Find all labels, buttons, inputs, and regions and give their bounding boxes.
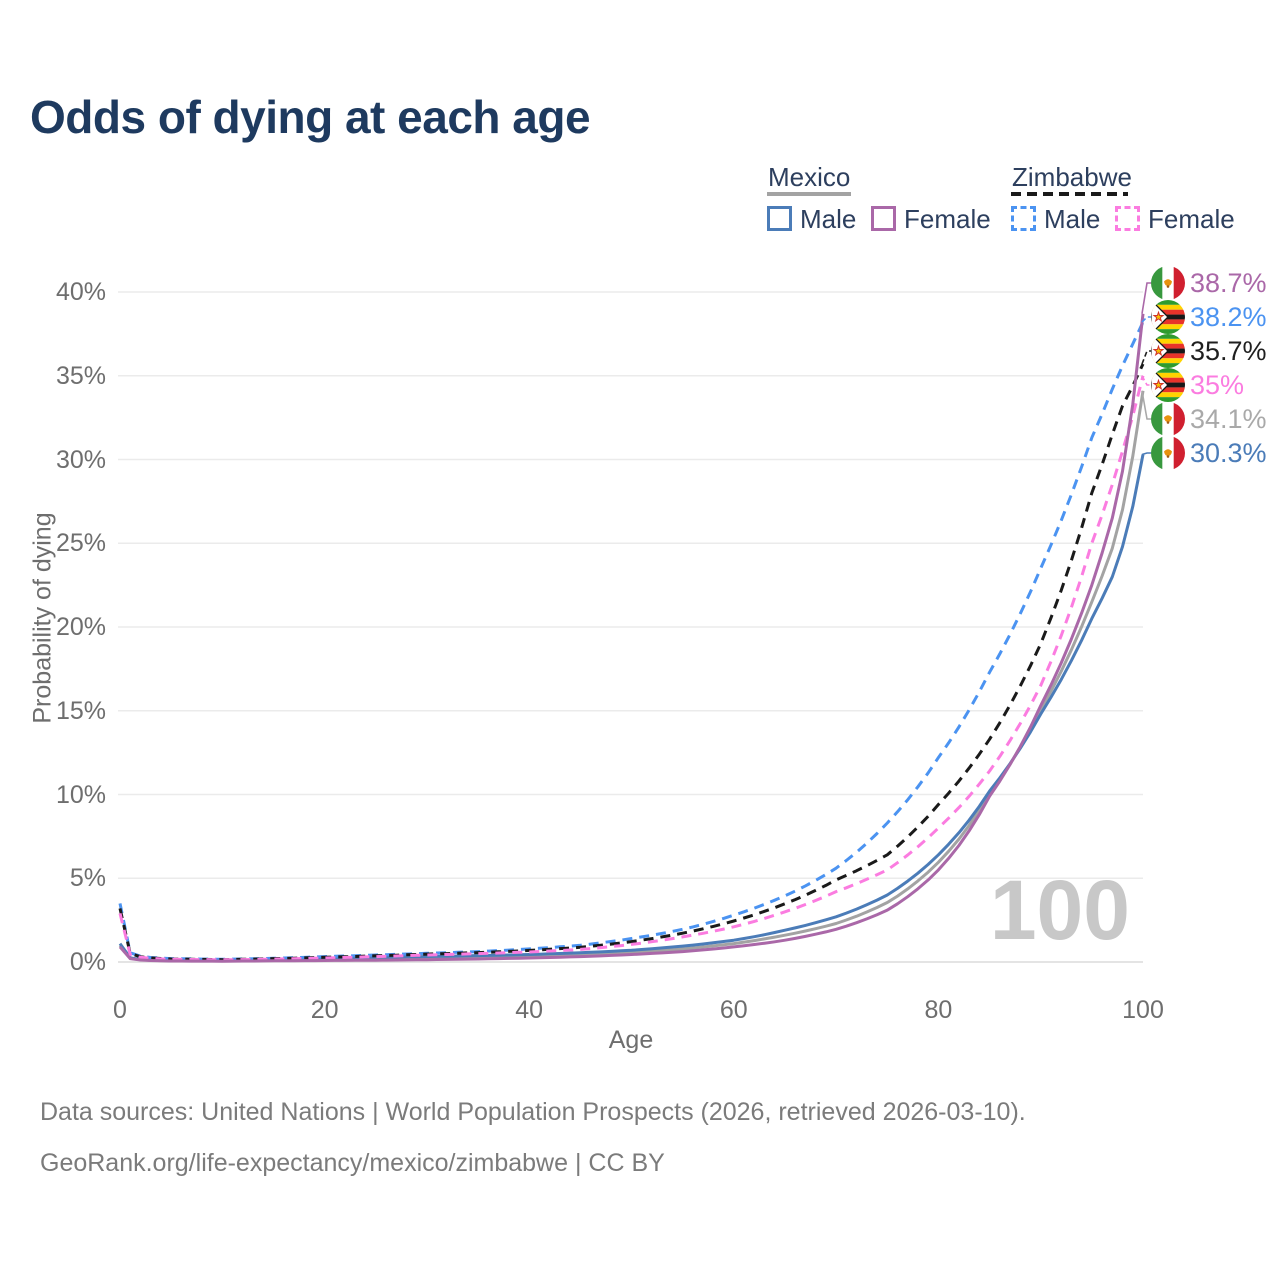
zimbabwe-flag-icon — [1151, 300, 1185, 334]
y-tick-label-15: 15% — [55, 696, 106, 725]
attribution-line: GeoRank.org/life-expectancy/mexico/zimba… — [40, 1149, 665, 1177]
y-tick-label-30: 30% — [55, 445, 106, 474]
end-label-row[interactable]: 38.2% — [1151, 300, 1267, 334]
legend-swatch-mexico-male[interactable] — [767, 206, 792, 231]
mexico-flag-icon — [1151, 402, 1185, 436]
legend-zimbabwe-line-sample — [1011, 192, 1128, 196]
zimbabwe-flag-icon — [1151, 334, 1185, 368]
end-label-value: 35.7% — [1190, 335, 1267, 366]
x-axis-title: Age — [608, 1026, 654, 1054]
x-tick-label-40: 40 — [515, 996, 544, 1024]
mexico-flag-icon — [1151, 266, 1185, 300]
end-label-connector — [1141, 452, 1151, 456]
y-tick-label-20: 20% — [55, 613, 106, 641]
page-title: Odds of dying at each age — [30, 91, 591, 143]
legend-swatch-mexico-female[interactable] — [871, 206, 896, 231]
y-tick-label-25: 25% — [55, 529, 106, 558]
end-label-connector — [1141, 350, 1151, 365]
y-tick-label-5: 5% — [69, 864, 106, 893]
end-label-value: 30.3% — [1190, 437, 1267, 468]
legend-mexico-line-sample — [767, 192, 851, 196]
legend-item-zimbabwe-male[interactable]: Male — [1044, 204, 1101, 234]
end-label-connector — [1141, 390, 1151, 420]
hover-age-watermark: 100 — [989, 863, 1130, 957]
legend-group-mexico-label: Mexico — [768, 162, 851, 192]
legend-item-mexico-male[interactable]: Male — [800, 204, 857, 234]
end-label-value: 35% — [1190, 369, 1245, 400]
end-label-row[interactable]: 35% — [1151, 368, 1244, 402]
end-label-row[interactable]: 34.1% — [1151, 402, 1267, 436]
legend-item-mexico-female[interactable]: Female — [904, 204, 991, 234]
end-label-connector — [1141, 316, 1151, 323]
x-tick-label-0: 0 — [113, 996, 127, 1024]
y-tick-label-0: 0% — [69, 948, 106, 976]
end-label-row[interactable]: 30.3% — [1151, 436, 1267, 470]
data-sources-line: Data sources: United Nations | World Pop… — [40, 1098, 1026, 1126]
zimbabwe-flag-icon — [1151, 368, 1185, 402]
end-label-value: 34.1% — [1190, 403, 1267, 434]
end-label-connector — [1141, 282, 1151, 314]
series-line-zimbabwe-female[interactable] — [118, 375, 1145, 962]
legend-item-zimbabwe-female[interactable]: Female — [1148, 204, 1235, 234]
legend-group-zimbabwe-label: Zimbabwe — [1012, 162, 1132, 192]
mexico-flag-icon — [1151, 436, 1185, 470]
x-tick-label-100: 100 — [1122, 996, 1164, 1024]
x-tick-label-80: 80 — [924, 996, 953, 1024]
y-tick-label-35: 35% — [55, 361, 106, 390]
y-tick-label-40: 40% — [55, 278, 106, 306]
end-label-connector — [1141, 375, 1151, 386]
series-line-zimbabwe-male[interactable] — [118, 321, 1145, 961]
legend-swatch-zimbabwe-female[interactable] — [1115, 206, 1140, 231]
x-tick-label-20: 20 — [310, 996, 339, 1024]
end-label-value: 38.7% — [1190, 267, 1267, 298]
end-label-row[interactable]: 38.7% — [1151, 266, 1267, 300]
series-line-mexico-combined[interactable] — [118, 390, 1145, 963]
end-label-value: 38.2% — [1190, 301, 1267, 332]
y-tick-label-10: 10% — [55, 780, 106, 809]
series-line-zimbabwe-combined[interactable] — [118, 363, 1145, 962]
end-label-row[interactable]: 35.7% — [1151, 334, 1267, 368]
series-line-mexico-female[interactable] — [118, 313, 1145, 963]
series-line-mexico-male[interactable] — [118, 454, 1145, 963]
legend-swatch-zimbabwe-male[interactable] — [1011, 206, 1036, 231]
x-tick-label-60: 60 — [719, 996, 748, 1024]
